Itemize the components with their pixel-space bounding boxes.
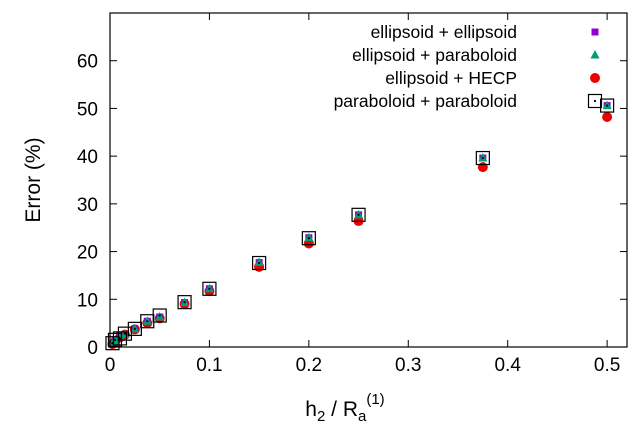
x-tick-label: 0.4 (494, 355, 521, 376)
y-tick-label: 0 (87, 338, 98, 359)
marker-box (475, 150, 490, 166)
marker-box (600, 98, 615, 113)
data-point (351, 207, 366, 222)
data-point (254, 257, 264, 267)
marker-dot (123, 332, 127, 335)
data-point (475, 150, 490, 166)
x-label-sub2: a (358, 408, 367, 422)
legend-marker (590, 73, 600, 83)
marker-box (351, 207, 366, 222)
y-tick-label: 50 (77, 99, 98, 120)
marker-dot (133, 327, 136, 330)
x-tick-label: 0.5 (594, 355, 620, 376)
ticks-layer: 0 0.1 0.2 0.3 0.4 0.5 0 10 20 30 40 50 60 (77, 13, 627, 376)
x-label-base: h (305, 398, 317, 421)
marker-dot (307, 237, 310, 240)
legend-label: ellipsoid + paraboloid (352, 45, 517, 65)
series-dotted-square (105, 98, 615, 351)
legend-marker (587, 93, 603, 109)
marker-box (587, 93, 603, 109)
data-point (600, 98, 615, 113)
plot-frame (109, 12, 628, 348)
data-point (127, 321, 142, 336)
y-tick-label: 10 (77, 290, 98, 311)
data-point (304, 232, 314, 242)
marker-dot (593, 99, 597, 103)
x-axis-label: h2 / Ra(1) (305, 391, 384, 422)
marker-dot (481, 156, 484, 160)
data-point (112, 331, 128, 346)
y-axis-label: Error (%) (22, 137, 45, 222)
marker-dot (357, 213, 360, 216)
marker-dot (146, 320, 149, 323)
marker-dot (208, 287, 211, 290)
marker-box (301, 231, 316, 246)
data-point (477, 162, 488, 173)
x-tick-label: 0.1 (196, 355, 222, 376)
marker-dot (158, 314, 161, 317)
y-tick-label: 20 (77, 243, 98, 264)
x-label-sup: (1) (366, 391, 384, 408)
legend-marker (590, 50, 600, 59)
marker-box (177, 295, 192, 310)
x-tick-label: 0.2 (296, 355, 322, 376)
marker-box (127, 321, 142, 336)
y-tick-label: 40 (77, 147, 98, 168)
x-label-mid: / R (325, 398, 358, 421)
marker-dot (606, 104, 609, 107)
marker-dot (183, 301, 186, 304)
x-tick-label: 0.3 (395, 355, 421, 376)
data-point (301, 231, 316, 246)
marker-dot (118, 337, 122, 340)
marker-box (105, 336, 120, 351)
data-point (177, 295, 192, 310)
y-tick-label: 30 (77, 195, 98, 216)
marker-box (117, 326, 133, 341)
series-circle (107, 112, 613, 350)
marker-box (252, 255, 267, 271)
x-label-sub1: 2 (317, 408, 325, 422)
y-tick-label: 60 (77, 52, 98, 73)
data-point (117, 326, 133, 341)
x-tick-label: 0 (105, 355, 116, 376)
data-point (202, 281, 217, 296)
legend-label: ellipsoid + HECP (385, 68, 517, 88)
legend-label: ellipsoid + ellipsoid (371, 22, 517, 42)
data-point (602, 112, 613, 123)
legend: ellipsoid + ellipsoid ellipsoid + parabol… (334, 22, 603, 111)
marker-box (152, 308, 167, 323)
marker-box (202, 281, 217, 296)
data-point (152, 308, 167, 323)
marker-dot (113, 338, 117, 341)
data-point (252, 255, 267, 271)
marker-dot (258, 261, 261, 265)
points-layer (105, 98, 615, 351)
legend-marker (591, 28, 599, 36)
legend-label: paraboloid + paraboloid (334, 91, 517, 111)
marker-box (112, 331, 128, 346)
